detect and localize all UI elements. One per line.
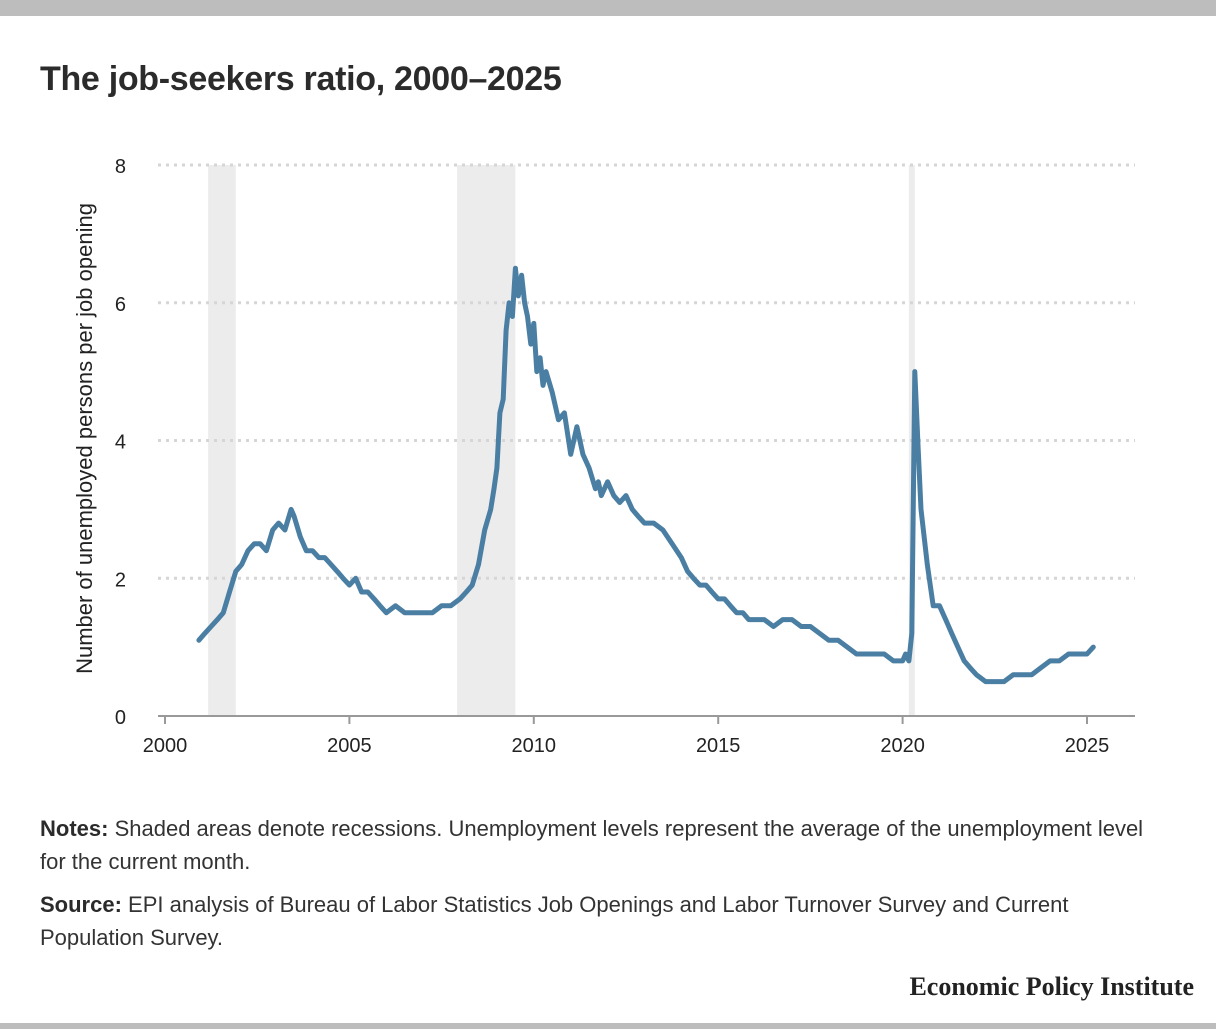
bottom-border-bar (0, 1023, 1216, 1029)
top-border-bar (0, 0, 1216, 16)
notes-block: Notes: Shaded areas denote recessions. U… (40, 812, 1170, 964)
x-tick-label-2000: 2000 (143, 735, 188, 757)
x-tick-label-2015: 2015 (696, 735, 741, 757)
x-tick-label-2010: 2010 (512, 735, 557, 757)
y-tick-label-6: 6 (115, 294, 126, 316)
source-paragraph: Source: EPI analysis of Bureau of Labor … (40, 888, 1170, 954)
source-text: EPI analysis of Bureau of Labor Statisti… (40, 892, 1069, 950)
source-label: Source: (40, 892, 122, 917)
y-tick-label-0: 0 (115, 707, 126, 729)
notes-text: Shaded areas denote recessions. Unemploy… (40, 816, 1144, 874)
brand-logo-text: Economic Policy Institute (909, 972, 1194, 1001)
chart-title: The job-seekers ratio, 2000–2025 (40, 60, 562, 98)
x-tick-label-2025: 2025 (1065, 735, 1110, 757)
chart-svg: 0 2 4 6 8 2000 2005 2010 2015 2020 2025 Number of u… (72, 156, 1135, 757)
y-tick-label-4: 4 (115, 432, 126, 454)
y-tick-label-8: 8 (115, 156, 126, 178)
series-line-0 (196, 265, 1096, 685)
y-tick-label-2: 2 (115, 569, 126, 591)
y-axis-label: Number of unemployed persons per job ope… (72, 203, 97, 674)
x-tick-label-2020: 2020 (880, 735, 925, 757)
notes-paragraph: Notes: Shaded areas denote recessions. U… (40, 812, 1170, 878)
notes-label: Notes: (40, 816, 109, 841)
x-tick-label-2005: 2005 (327, 735, 372, 757)
